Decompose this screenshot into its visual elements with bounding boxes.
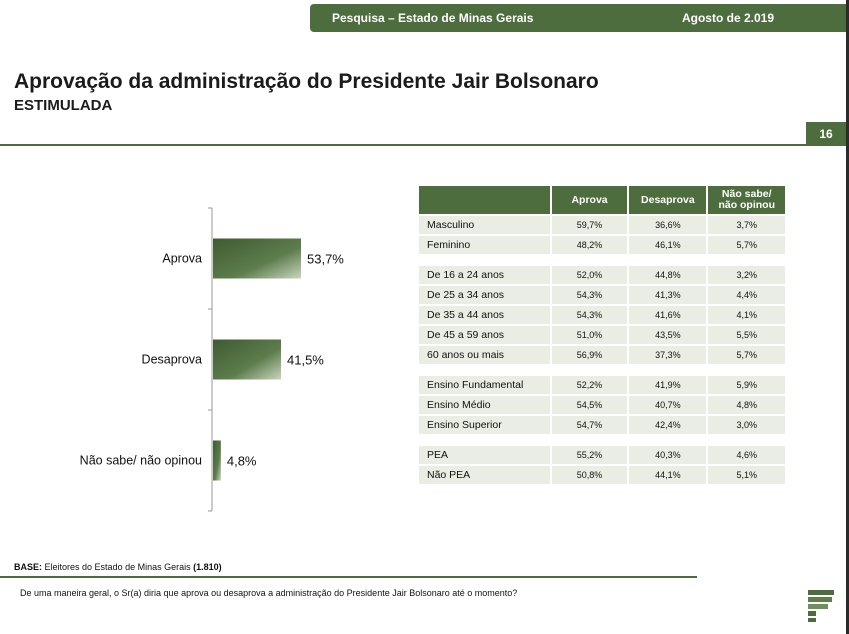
- base-count: (1.810): [193, 562, 222, 572]
- table-row-label: Ensino Fundamental: [419, 376, 550, 394]
- table-cell: 54,3%: [549, 306, 628, 324]
- table-cell: 5,7%: [706, 236, 785, 254]
- right-edge-border: [846, 0, 849, 634]
- bar: [213, 440, 221, 481]
- table-cell: 41,6%: [627, 306, 707, 324]
- table-cell: 4,1%: [706, 306, 785, 324]
- table-cell: 5,7%: [706, 346, 785, 364]
- table-row: Ensino Médio 54,5% 40,7% 4,8%: [419, 396, 785, 414]
- table-row: De 35 a 44 anos 54,3% 41,6% 4,1%: [419, 306, 785, 324]
- table-cell: 46,1%: [627, 236, 707, 254]
- table-row-label: PEA: [419, 446, 550, 464]
- table-row: PEA 55,2% 40,3% 4,6%: [419, 446, 785, 464]
- table-cell: 52,2%: [549, 376, 628, 394]
- table-cell: 43,5%: [627, 326, 707, 344]
- table-row-label: Masculino: [419, 216, 550, 234]
- table-cell: 37,3%: [627, 346, 707, 364]
- table-row-label: De 45 a 59 anos: [419, 326, 550, 344]
- table-cell: 51,0%: [549, 326, 628, 344]
- table-row: Ensino Fundamental 52,2% 41,9% 5,9%: [419, 376, 785, 394]
- table-row: Não PEA 50,8% 44,1% 5,1%: [419, 466, 785, 484]
- table-cell: 36,6%: [627, 216, 707, 234]
- category-label: Aprova: [162, 252, 202, 266]
- base-text: Eleitores do Estado de Minas Gerais: [44, 562, 191, 572]
- table-row-label: Feminino: [419, 236, 550, 254]
- table-cell: 54,5%: [549, 396, 628, 414]
- table-cell: 54,3%: [549, 286, 628, 304]
- table-cell: 44,8%: [627, 266, 707, 284]
- table-cell: 48,2%: [549, 236, 628, 254]
- segment-table: Aprova Desaprova Não sabe/ não opinou Ma…: [419, 184, 785, 486]
- table-header-nao-sabe: Não sabe/ não opinou: [706, 186, 785, 214]
- table-header-desaprova: Desaprova: [627, 186, 707, 214]
- survey-date: Agosto de 2.019: [681, 11, 774, 25]
- table-header-row: Aprova Desaprova Não sabe/ não opinou: [419, 186, 785, 214]
- table-cell: 3,2%: [706, 266, 785, 284]
- category-label: Não sabe/ não opinou: [80, 454, 202, 468]
- approval-bar-chart: Aprova 53,7% Desaprova 41,5% Não sabe/ não o…: [80, 207, 344, 512]
- page-subtitle: ESTIMULADA: [14, 97, 113, 114]
- survey-question: De uma maneira geral, o Sr(a) diria que …: [20, 588, 518, 598]
- table-row-label: Não PEA: [419, 466, 550, 484]
- value-label: 53,7%: [307, 252, 344, 267]
- table-cell: 40,3%: [627, 446, 707, 464]
- table-header-aprova: Aprova: [549, 186, 628, 214]
- table-header-nao-sabe-line2: não opinou: [718, 199, 776, 211]
- company-logo: [808, 590, 834, 622]
- table-cell: 42,4%: [627, 416, 707, 434]
- table-row: De 45 a 59 anos 51,0% 43,5% 5,5%: [419, 326, 785, 344]
- table-cell: 41,3%: [627, 286, 707, 304]
- table-row-label: De 25 a 34 anos: [419, 286, 550, 304]
- table-cell: 4,4%: [706, 286, 785, 304]
- table-row: De 25 a 34 anos 54,3% 41,3% 4,4%: [419, 286, 785, 304]
- table-group-spacer: [419, 366, 785, 374]
- table-group-spacer: [419, 436, 785, 444]
- table-cell: 44,1%: [627, 466, 707, 484]
- value-label: 41,5%: [287, 353, 324, 368]
- bar: [213, 339, 282, 380]
- table-cell: 50,8%: [549, 466, 628, 484]
- table-row: Masculino 59,7% 36,6% 3,7%: [419, 216, 785, 234]
- table-cell: 4,6%: [706, 446, 785, 464]
- category-label: Desaprova: [142, 353, 202, 367]
- table-cell: 55,2%: [549, 446, 628, 464]
- table-row-label: De 35 a 44 anos: [419, 306, 550, 324]
- table-cell: 40,7%: [627, 396, 707, 414]
- table-row-label: De 16 a 24 anos: [419, 266, 550, 284]
- survey-title: Pesquisa – Estado de Minas Gerais: [332, 11, 534, 25]
- table-row: 60 anos ou mais 56,9% 37,3% 5,7%: [419, 346, 785, 364]
- table-row: De 16 a 24 anos 52,0% 44,8% 3,2%: [419, 266, 785, 284]
- table-row-label: Ensino Médio: [419, 396, 550, 414]
- value-label: 4,8%: [227, 454, 257, 469]
- table-row: Feminino 48,2% 46,1% 5,7%: [419, 236, 785, 254]
- table-cell: 59,7%: [549, 216, 628, 234]
- table-row: Ensino Superior 54,7% 42,4% 3,0%: [419, 416, 785, 434]
- table-cell: 5,5%: [706, 326, 785, 344]
- table-row-label: 60 anos ou mais: [419, 346, 550, 364]
- table-cell: 54,7%: [549, 416, 628, 434]
- table-cell: 3,0%: [706, 416, 785, 434]
- header-divider: [0, 144, 808, 146]
- bar: [213, 238, 301, 279]
- page-number: 16: [806, 122, 846, 146]
- table-row-label: Ensino Superior: [419, 416, 550, 434]
- table-group-spacer: [419, 256, 785, 264]
- table-header-blank: [419, 186, 550, 214]
- page-title: Aprovação da administração do Presidente…: [14, 70, 599, 93]
- table-header-nao-sabe-line1: Não sabe/: [721, 188, 772, 200]
- table-cell: 3,7%: [706, 216, 785, 234]
- table-cell: 41,9%: [627, 376, 707, 394]
- table-cell: 5,1%: [706, 466, 785, 484]
- base-label: BASE:: [14, 562, 43, 572]
- table-cell: 52,0%: [549, 266, 628, 284]
- base-note: BASE: Eleitores do Estado de Minas Gerai…: [14, 562, 222, 572]
- table-cell: 56,9%: [549, 346, 628, 364]
- table-cell: 5,9%: [706, 376, 785, 394]
- table-cell: 4,8%: [706, 396, 785, 414]
- header-bar: Pesquisa – Estado de Minas Gerais Agosto…: [310, 4, 846, 32]
- footer-divider: [0, 576, 697, 578]
